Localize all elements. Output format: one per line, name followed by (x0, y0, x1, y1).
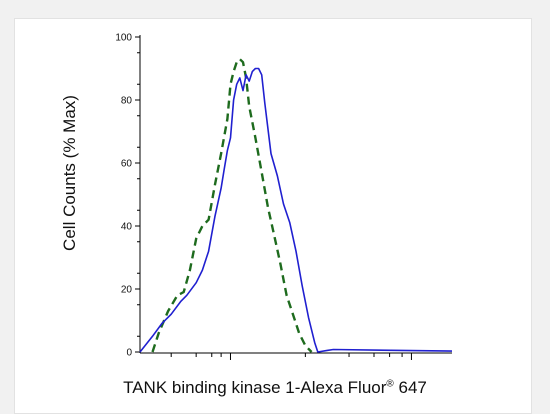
y-tick-label: 80 (121, 96, 133, 107)
dashed-histogram-line (151, 57, 313, 353)
chart-axes: 0 20 40 60 80 100 (115, 33, 452, 360)
y-tick-label: 20 (121, 285, 133, 296)
x-axis-label: TANK binding kinase 1-Alexa Fluor® 647 (0, 378, 550, 398)
x-axis-label-mark: ® (386, 378, 394, 390)
y-tick-label: 0 (126, 348, 132, 359)
y-axis-label: Cell Counts (% Max) (60, 95, 79, 251)
x-axis-label-number: 647 (398, 378, 427, 397)
chart-panel (14, 18, 532, 414)
chart-series (139, 57, 453, 353)
y-tick-label: 60 (121, 159, 133, 170)
y-tick-label: 100 (115, 33, 132, 44)
y-tick-label: 40 (121, 222, 133, 233)
x-axis-label-text: TANK binding kinase 1-Alexa Fluor (123, 378, 387, 397)
solid-histogram-line (139, 67, 453, 353)
